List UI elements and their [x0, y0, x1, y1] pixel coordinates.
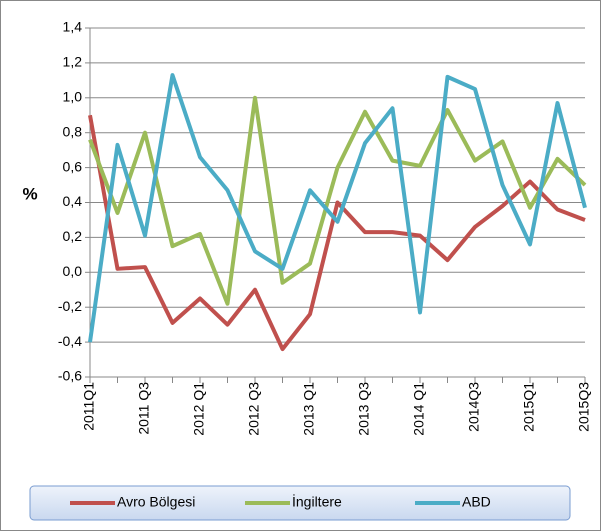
x-tick-label: 2014Q3: [466, 382, 482, 432]
y-tick-label: 0,4: [63, 193, 83, 209]
x-tick-label: 2011Q1: [81, 382, 97, 431]
y-tick-label: 1,2: [63, 54, 83, 70]
y-tick-label: -0,4: [58, 333, 82, 349]
x-tick-label: 2015Q1: [521, 382, 537, 432]
legend-box: [29, 485, 571, 521]
legend-label: Avro Bölgesi: [117, 494, 195, 510]
y-tick-label: -0,2: [58, 298, 82, 314]
x-tick-label: 2012 Q3: [246, 382, 262, 436]
x-tick-label: 2013 Q3: [356, 382, 372, 436]
series-line: [88, 73, 587, 343]
legend-label: ABD: [462, 494, 491, 510]
x-tick-label: 2011 Q3: [136, 382, 152, 435]
x-tick-label: 2012 Q1: [191, 382, 207, 436]
x-tick-label: 2014 Q1: [411, 382, 427, 436]
x-tick-label: 2013 Q1: [301, 382, 317, 436]
x-tick-label: 2015Q3: [576, 382, 592, 432]
series-line: [88, 114, 586, 352]
y-tick-label: 0,0: [63, 263, 83, 279]
y-tick-label: 0,8: [63, 123, 83, 139]
y-tick-label: 0,2: [63, 228, 83, 244]
y-tick-label: 1,0: [63, 89, 83, 105]
y-tick-label: 1,4: [63, 19, 83, 35]
y-tick-label: 0,6: [63, 158, 83, 174]
series-line: [88, 95, 587, 306]
y-axis-label: %: [22, 184, 37, 203]
legend-label: İngiltere: [292, 493, 342, 510]
y-tick-label: -0,6: [58, 368, 82, 384]
